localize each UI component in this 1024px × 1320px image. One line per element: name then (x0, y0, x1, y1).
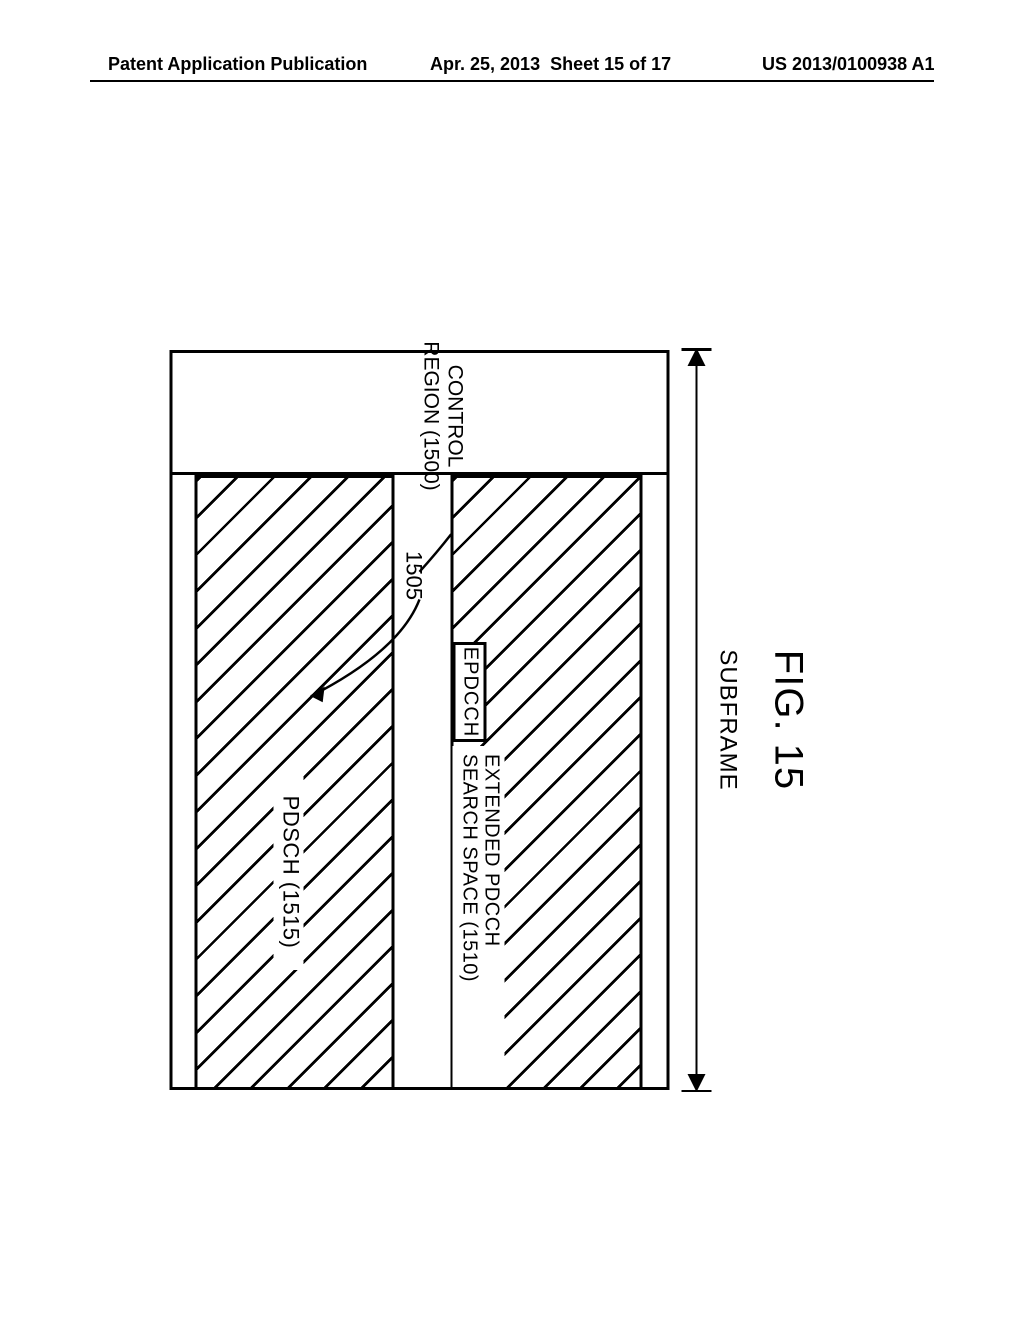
figure-15: FIG. 15 SUBFRAME CONTROL REGION (1500) E… (170, 350, 811, 1090)
control-region-1500: CONTROL REGION (1500) (173, 353, 667, 475)
extended-pdcch-search-space-1510: EPDCCH EXTENDED PDCCHSEARCH SPACE (1510) (451, 475, 643, 1087)
control-region-label: CONTROL REGION (1500) (419, 341, 467, 491)
figure-title: FIG. 15 (766, 350, 811, 1090)
date-sheet: Apr. 25, 2013 Sheet 15 of 17 (430, 54, 671, 75)
search-space-label-band: EXTENDED PDCCHSEARCH SPACE (1510) (453, 746, 505, 1087)
ref-1505-text: 1505 (401, 551, 427, 600)
epdcch-box-1505: EPDCCH (453, 642, 487, 742)
subframe-dimension-label: SUBFRAME (714, 350, 742, 1090)
pdsch-label: PDSCH (1515) (278, 774, 304, 970)
pub-type: Patent Application Publication (108, 54, 367, 75)
pdsch-region-1515: PDSCH (1515) (195, 475, 395, 1087)
subframe-box: CONTROL REGION (1500) EPDCCH EXTENDED PD… (170, 350, 670, 1090)
epdcch-label: EPDCCH (459, 645, 482, 739)
pub-number: US 2013/0100938 A1 (762, 54, 934, 75)
pdsch-label-band: PDSCH (1515) (274, 774, 304, 970)
header-rule (90, 80, 934, 82)
subframe-dimension-line (682, 350, 710, 1090)
search-space-label: EXTENDED PDCCHSEARCH SPACE (1510) (459, 754, 503, 982)
